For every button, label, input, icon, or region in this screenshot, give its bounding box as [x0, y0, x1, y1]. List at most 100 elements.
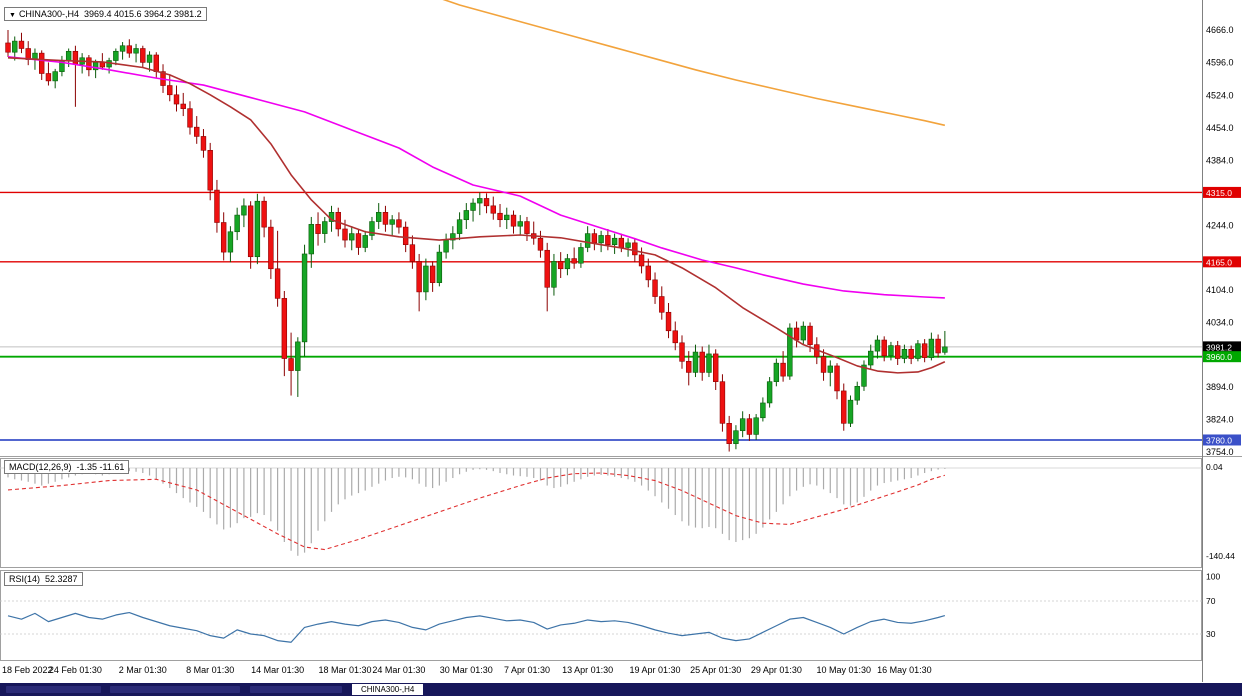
candle-body: [214, 189, 220, 223]
candle-body: [355, 233, 362, 248]
chart-dropdown-icon[interactable]: ▼: [9, 12, 16, 19]
time-axis-label: 13 Apr 01:30: [562, 665, 613, 675]
candle-body: [733, 430, 739, 444]
candle-body: [901, 348, 908, 359]
time-axis-label: 19 Apr 01:30: [630, 665, 681, 675]
candle-body: [894, 345, 901, 359]
price-axis[interactable]: 4666.0 4596.0 4524.0 4454.0 4384.0 4244.0 4104…: [1203, 25, 1241, 639]
candle-body: [598, 235, 604, 244]
price-badge: [1203, 341, 1241, 353]
macd-panel-border: [0, 458, 1202, 568]
time-axis-label: 30 Mar 01:30: [440, 665, 493, 675]
candle-body: [362, 235, 368, 248]
candle-body: [551, 261, 557, 288]
time-axis-label: 7 Apr 01:30: [504, 665, 550, 675]
candle-body: [557, 261, 564, 270]
main-chart-pane[interactable]: [0, 0, 1202, 452]
candle-body: [261, 200, 267, 228]
candle-body: [645, 265, 652, 281]
candle-body: [65, 50, 72, 61]
candle-body: [38, 52, 45, 74]
candle-body: [719, 381, 726, 424]
time-axis-label: 10 May 01:30: [816, 665, 871, 675]
candle-body: [686, 361, 692, 373]
candle-body: [625, 242, 631, 248]
macd-signal-line: [7, 472, 946, 551]
price-axis-label: 4244.0: [1206, 220, 1234, 230]
candle-body: [692, 351, 699, 373]
candle-body: [241, 205, 247, 216]
candle-body: [140, 48, 146, 63]
time-axis-label: 18 Feb 2022: [2, 665, 53, 675]
candle-body: [477, 198, 483, 204]
inactive-tab[interactable]: [250, 686, 342, 693]
macd-axis-bottom: -140.44: [1206, 551, 1235, 561]
price-badge-value: 4315.0: [1206, 188, 1232, 198]
ma-magenta: [7, 56, 945, 299]
price-axis-label: 4034.0: [1206, 317, 1234, 327]
candle-body: [173, 94, 180, 105]
tab-china300-h4[interactable]: CHINA300-,H4: [352, 684, 424, 695]
inactive-tab[interactable]: [110, 686, 240, 693]
rsi-pane[interactable]: [0, 600, 1202, 643]
candle-body: [564, 258, 571, 270]
candle-body: [295, 341, 301, 371]
candle-body: [854, 386, 860, 401]
candle-body: [504, 214, 510, 221]
candle-body: [12, 40, 18, 53]
candle-body: [652, 279, 658, 297]
candle-body: [220, 222, 227, 253]
candle-body: [773, 362, 780, 382]
price-badge: [1203, 434, 1241, 446]
candle-body: [618, 237, 625, 248]
candle-body: [450, 233, 456, 241]
candle-body: [726, 423, 732, 444]
candle-body: [308, 224, 314, 255]
candle-body: [706, 353, 712, 373]
candle-body: [5, 42, 11, 53]
candle-body: [739, 418, 746, 432]
candle-body: [537, 237, 544, 251]
candle-body: [322, 221, 328, 234]
candle-body: [847, 399, 854, 424]
candle-body: [760, 402, 766, 419]
candle-body: [470, 202, 476, 211]
candle-body: [712, 353, 719, 382]
candle-body: [490, 205, 496, 214]
candle-body: [72, 50, 79, 65]
candle-body: [274, 268, 281, 299]
macd-indicator-values: -1.35 -11.61: [76, 462, 125, 472]
time-axis-label: 18 Mar 01:30: [318, 665, 371, 675]
candle-body: [342, 228, 348, 241]
candle-body: [207, 150, 213, 191]
price-badge-value: 4165.0: [1206, 257, 1232, 267]
candle-body: [928, 338, 935, 358]
candle-body: [146, 54, 153, 63]
candle-body: [793, 327, 800, 341]
candle-body: [672, 330, 678, 344]
rsi-axis-label: 30: [1206, 629, 1216, 639]
candle-body: [126, 45, 133, 54]
candle-body: [416, 261, 422, 293]
price-badge: [1203, 351, 1241, 363]
candle-body: [247, 205, 254, 258]
candle-body: [187, 108, 193, 128]
ma-darkred: [7, 56, 946, 374]
candle-body: [200, 136, 207, 151]
candle-body: [807, 325, 813, 345]
macd-pane[interactable]: [0, 467, 1202, 556]
time-axis-label: 2 Mar 01:30: [119, 665, 167, 675]
candle-body: [868, 350, 874, 366]
time-axis-label: 16 May 01:30: [877, 665, 932, 675]
candle-body: [86, 57, 92, 71]
rsi-panel-border: [0, 570, 1202, 661]
candle-body: [915, 343, 921, 359]
candle-body: [402, 226, 409, 246]
price-badge-value: 3780.0: [1206, 435, 1232, 445]
time-axis-label: 24 Mar 01:30: [372, 665, 425, 675]
inactive-tab[interactable]: [6, 686, 101, 693]
price-axis-label: 3894.0: [1206, 382, 1234, 392]
